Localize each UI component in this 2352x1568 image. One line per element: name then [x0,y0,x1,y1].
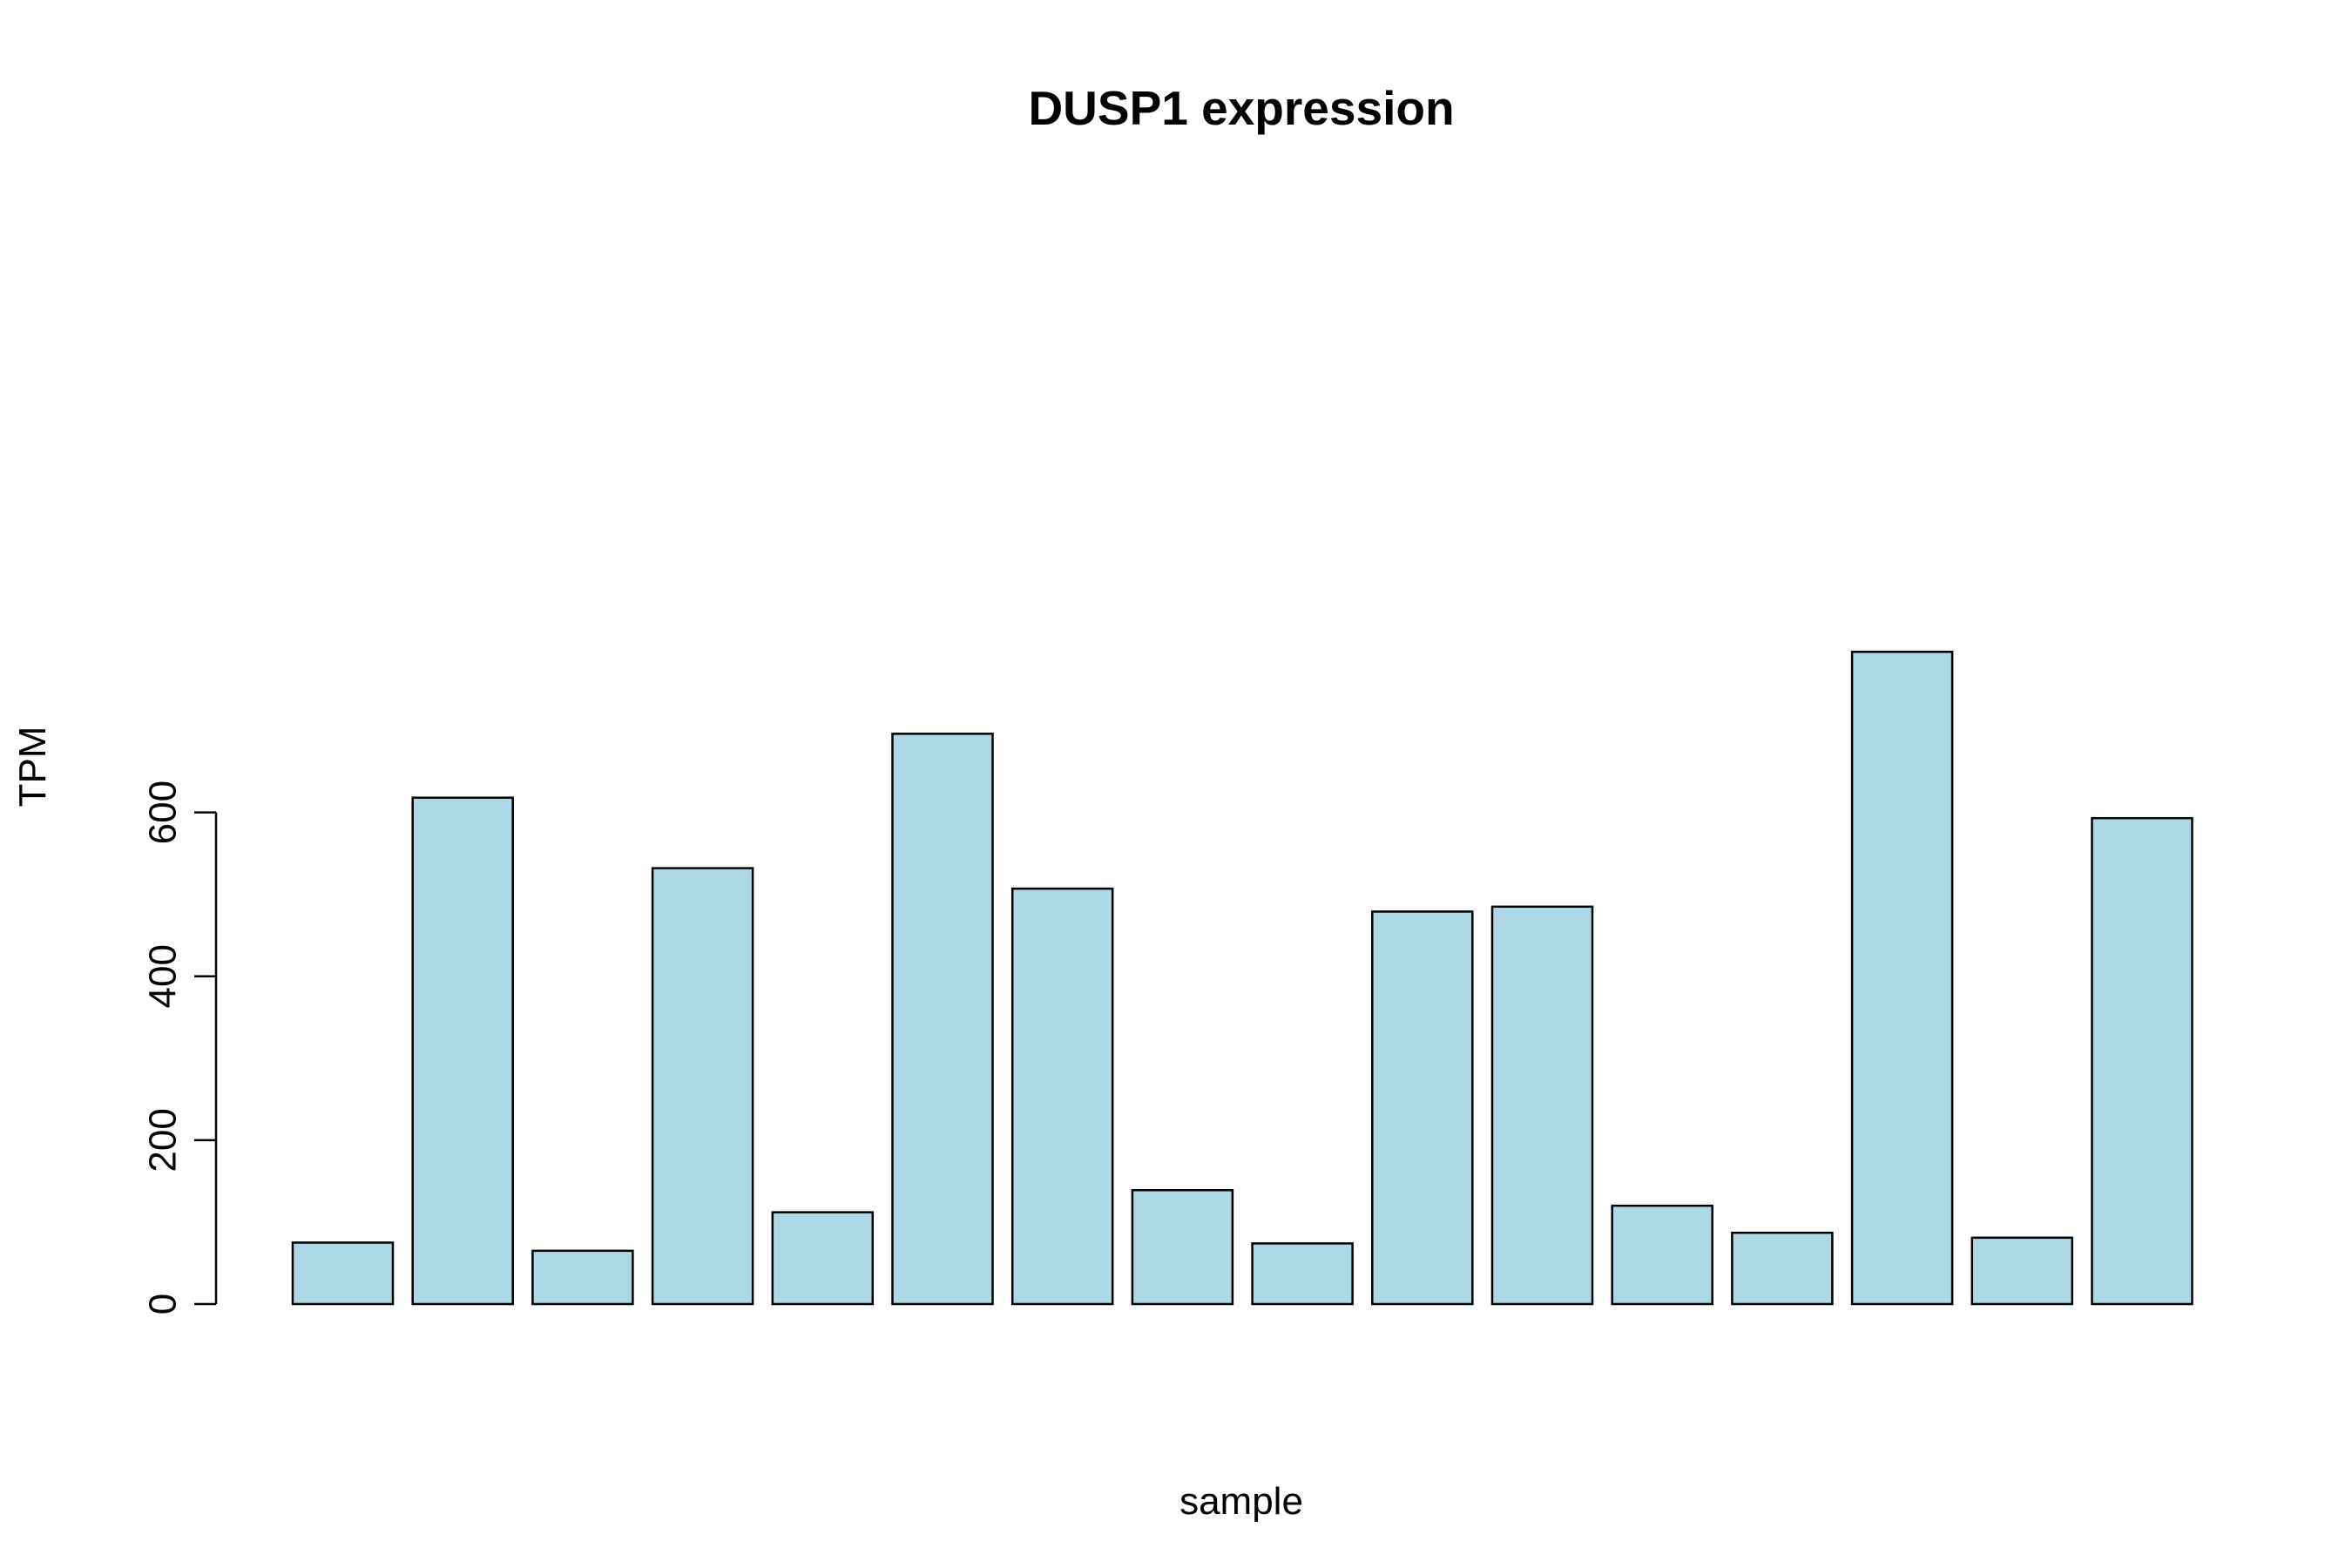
y-tick-label: 200 [141,1108,184,1172]
bar [771,1211,875,1306]
bar [1131,1189,1234,1306]
y-axis-label: TPM [11,727,54,808]
y-tick-label: 400 [141,944,184,1008]
bars [291,651,2193,1306]
bar [531,1249,634,1306]
x-axis-label: sample [1179,1480,1303,1523]
bar [1850,651,1954,1306]
bar [1611,1204,1713,1306]
bar [1371,910,1474,1306]
bar [891,733,994,1306]
bar [2091,816,2193,1306]
y-tick-label: 600 [141,781,184,844]
bar [1970,1236,2074,1306]
y-axis: 0 200 400 600 [141,781,218,1315]
bar [1731,1231,1834,1306]
y-tick-label: 0 [141,1294,184,1315]
bar [1010,887,1114,1306]
bar [651,867,754,1306]
bar [1490,905,1594,1306]
bar [291,1241,395,1306]
chart-title: DUSP1 expression [1028,81,1454,135]
bar [1251,1242,1354,1306]
bar [411,796,514,1306]
